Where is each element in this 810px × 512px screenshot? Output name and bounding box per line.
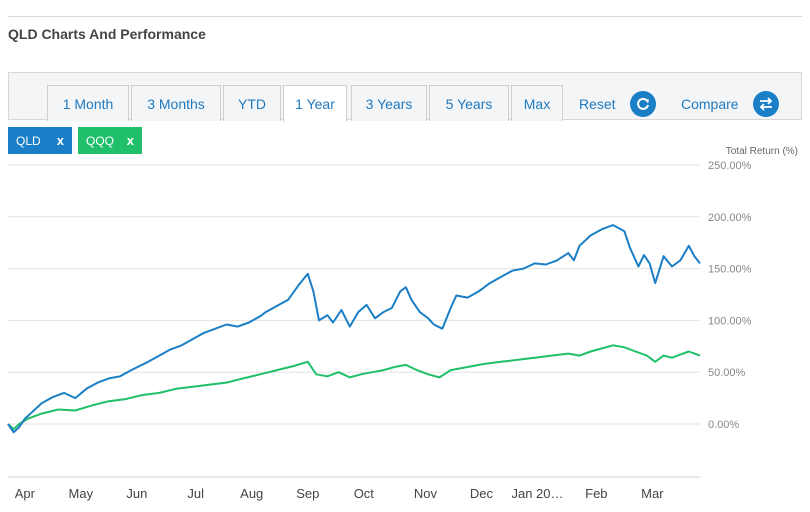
tab-5-years[interactable]: 5 Years (429, 85, 509, 121)
x-tick-label: Apr (15, 486, 36, 501)
x-tick-label: Jul (187, 486, 204, 501)
tab-1-year[interactable]: 1 Year (283, 85, 347, 122)
y-tick-label: 250.00% (708, 160, 752, 172)
y-tick-label: 50.00% (708, 367, 746, 379)
tab-max[interactable]: Max (511, 85, 563, 121)
page-title: QLD Charts And Performance (8, 26, 206, 42)
reset-label: Reset (579, 96, 616, 112)
legend-chip-qqq[interactable]: QQQ x (78, 127, 142, 154)
y-tick-label: 100.00% (708, 315, 752, 327)
x-tick-label: Feb (585, 486, 607, 501)
y-tick-label: 200.00% (708, 212, 752, 224)
tab-3-years[interactable]: 3 Years (351, 85, 427, 121)
refresh-icon (629, 91, 656, 117)
x-tick-label: May (69, 486, 94, 501)
legend-chip-qld[interactable]: QLD x (8, 127, 72, 154)
x-tick-label: Oct (354, 486, 375, 501)
x-tick-label: Jan 20… (511, 486, 563, 501)
legend-chip-label: QQQ (86, 133, 115, 148)
compare-button[interactable]: Compare (681, 89, 779, 119)
top-divider (8, 16, 802, 17)
time-range-tabbar: 1 Month 3 Months YTD 1 Year 3 Years 5 Ye… (8, 72, 802, 122)
legend-chip-label: QLD (16, 133, 41, 148)
x-tick-label: Sep (296, 486, 319, 501)
x-tick-label: Jun (126, 486, 147, 501)
tab-1-month[interactable]: 1 Month (47, 85, 129, 121)
x-tick-label: Dec (470, 486, 494, 501)
reset-button[interactable]: Reset (579, 89, 656, 119)
tab-3-months[interactable]: 3 Months (131, 85, 221, 121)
series-line-qld (7, 224, 701, 434)
series-line-qqq (7, 344, 701, 431)
swap-arrows-icon (752, 91, 779, 117)
compare-label: Compare (681, 96, 739, 112)
y-tick-label: 0.00% (708, 419, 739, 431)
remove-qqq-button[interactable]: x (126, 133, 134, 148)
remove-qld-button[interactable]: x (56, 133, 64, 148)
y-tick-label: 150.00% (708, 264, 752, 276)
tab-ytd[interactable]: YTD (223, 85, 281, 121)
x-tick-label: Nov (414, 486, 438, 501)
y-axis-title: Total Return (%) (726, 146, 798, 157)
x-tick-label: Aug (240, 486, 263, 501)
x-tick-label: Mar (641, 486, 664, 501)
